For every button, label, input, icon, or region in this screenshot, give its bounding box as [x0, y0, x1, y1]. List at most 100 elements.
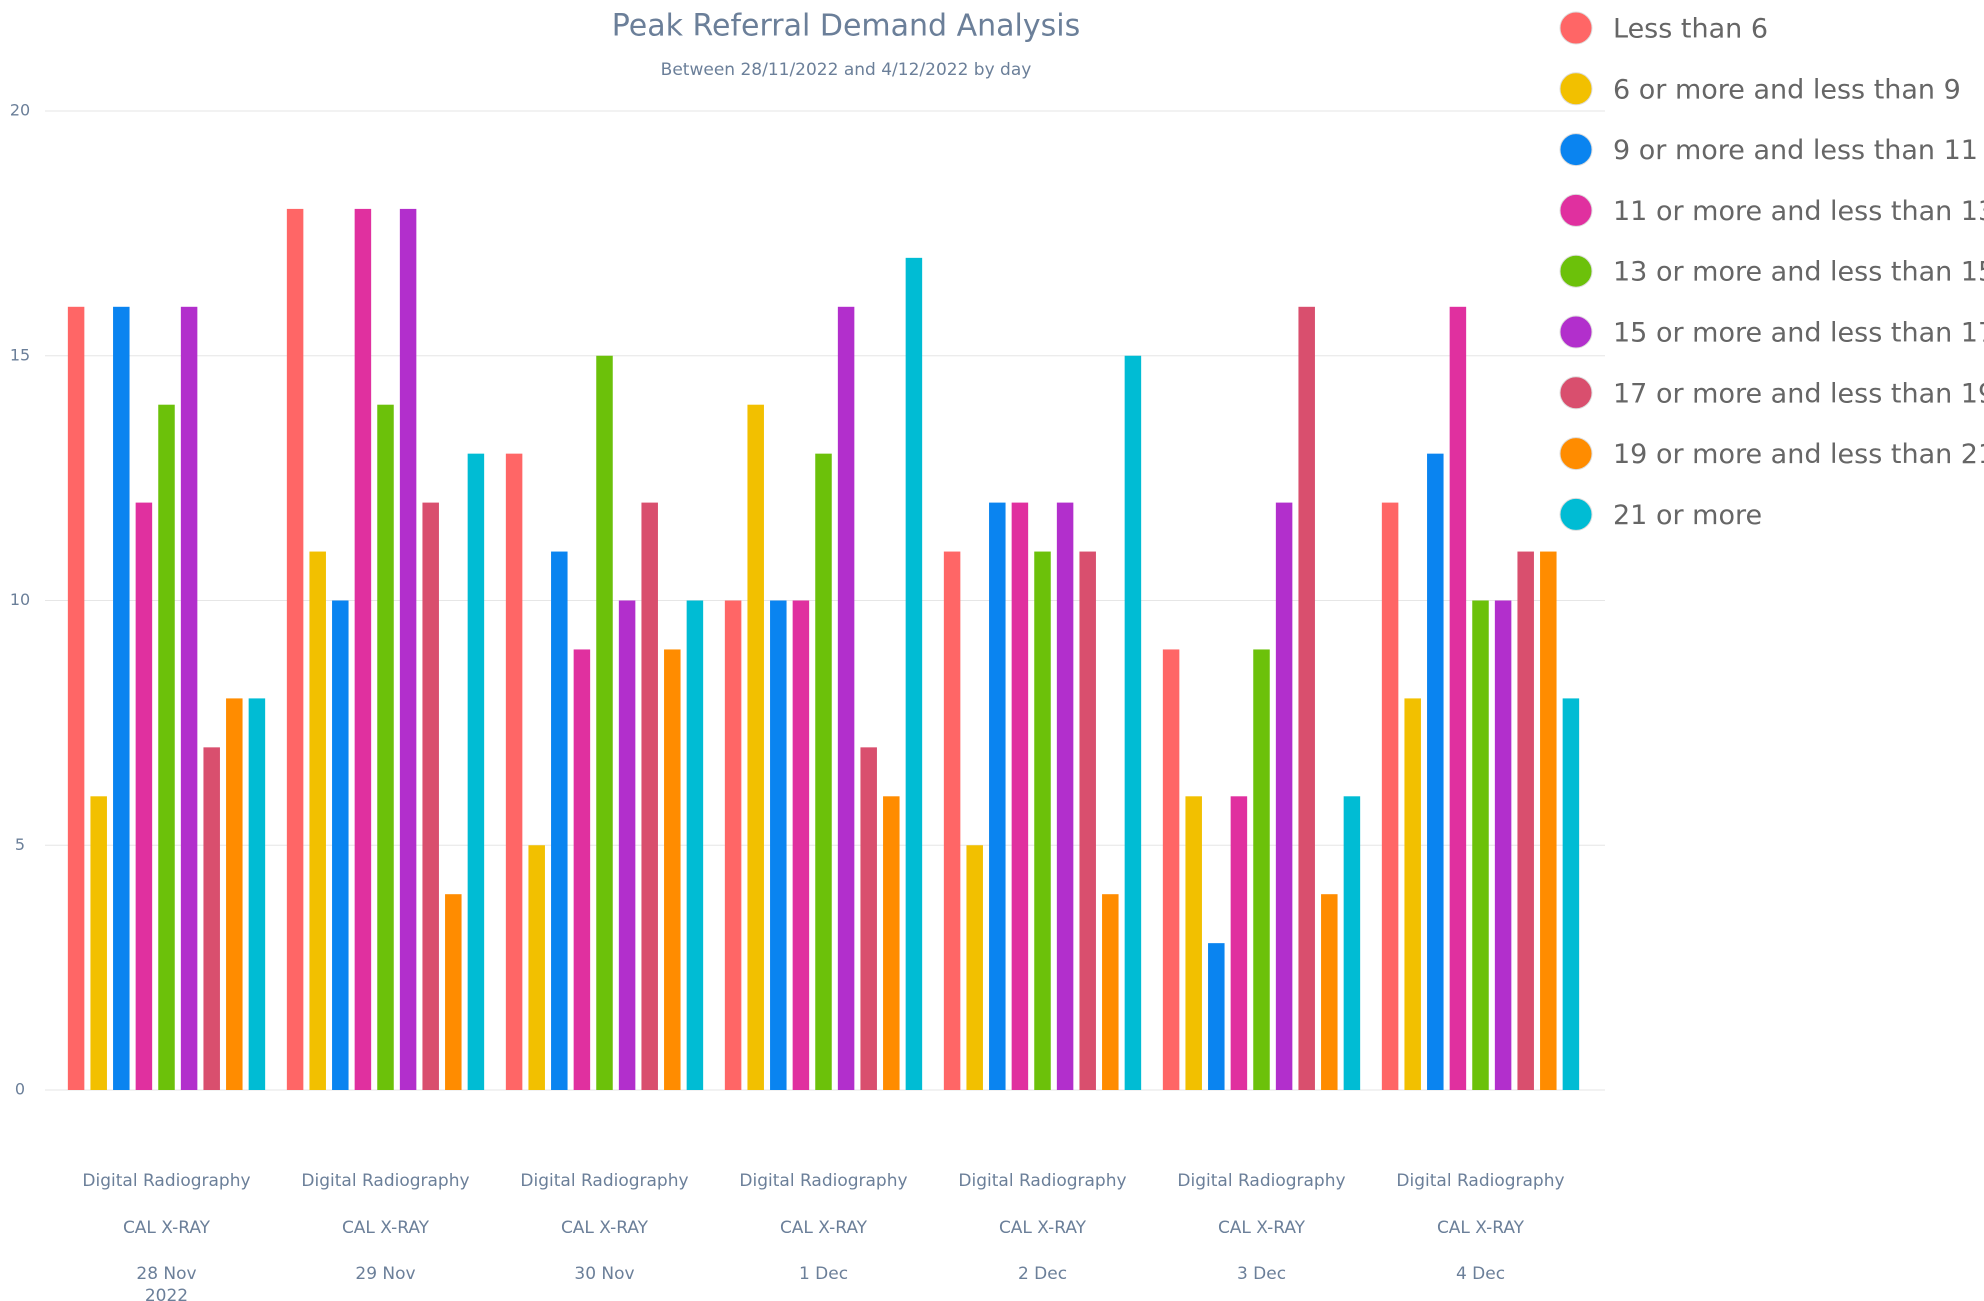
bar — [1540, 551, 1557, 1090]
bar — [686, 600, 704, 1090]
bar — [1079, 551, 1096, 1090]
legend-marker — [1559, 72, 1593, 106]
x-subgroup-label: CAL X-RAY — [561, 1218, 649, 1238]
bar — [1253, 649, 1270, 1090]
bar — [770, 600, 787, 1090]
bar — [377, 404, 394, 1090]
bar — [664, 649, 681, 1090]
x-group-label: Digital Radiography — [1177, 1171, 1345, 1191]
bar — [467, 453, 485, 1090]
x-subgroup-label: CAL X-RAY — [1437, 1218, 1525, 1238]
y-tick-label: 0 — [15, 1080, 25, 1099]
bar — [1230, 796, 1248, 1090]
bar — [1517, 551, 1534, 1090]
legend-label: 21 or more — [1613, 500, 1762, 531]
legend-label: 11 or more and less than 13 — [1613, 196, 1984, 227]
x-year-label: 2022 — [145, 1286, 188, 1301]
bar — [180, 306, 198, 1090]
bar — [332, 600, 349, 1090]
bar — [792, 600, 810, 1090]
bar — [203, 747, 220, 1090]
x-subgroup-label: CAL X-RAY — [1218, 1218, 1306, 1238]
x-group-label: Digital Radiography — [1396, 1171, 1564, 1191]
y-tick-label: 15 — [10, 345, 30, 364]
bar — [573, 649, 591, 1090]
bar — [309, 551, 326, 1090]
x-subgroup-label: CAL X-RAY — [999, 1218, 1087, 1238]
x-group-label: Digital Radiography — [82, 1171, 250, 1191]
x-tick-label: 2 Dec — [1018, 1264, 1067, 1284]
bar — [815, 453, 832, 1090]
x-group-label: Digital Radiography — [520, 1171, 688, 1191]
bar — [90, 796, 107, 1090]
x-group-label: Digital Radiography — [739, 1171, 907, 1191]
bar — [1427, 453, 1444, 1090]
legend-label: 13 or more and less than 15 — [1613, 257, 1984, 288]
legend-marker — [1559, 254, 1593, 288]
bar — [1321, 894, 1338, 1090]
legend-label: 6 or more and less than 9 — [1613, 74, 1961, 105]
x-group-label: Digital Radiography — [958, 1171, 1126, 1191]
bar — [943, 551, 961, 1090]
x-tick-label: 3 Dec — [1237, 1264, 1286, 1284]
bar — [1494, 600, 1512, 1090]
bar — [158, 404, 175, 1090]
legend-label: Less than 6 — [1613, 14, 1768, 45]
bar — [1381, 502, 1399, 1091]
legend-marker — [1559, 315, 1593, 349]
bar — [1449, 306, 1467, 1090]
legend-label: 19 or more and less than 21 — [1613, 439, 1984, 470]
bar — [1562, 698, 1580, 1090]
bar — [596, 355, 613, 1090]
bar — [135, 502, 153, 1091]
bar — [1102, 894, 1119, 1090]
bar — [551, 551, 568, 1090]
bar — [1472, 600, 1489, 1090]
legend-marker — [1559, 11, 1593, 45]
bar — [1343, 796, 1361, 1090]
x-tick-label: 28 Nov — [136, 1264, 196, 1284]
bar — [1056, 502, 1074, 1091]
legend-marker — [1559, 133, 1593, 167]
bar — [248, 698, 266, 1090]
x-subgroup-label: CAL X-RAY — [342, 1218, 430, 1238]
bar — [1162, 649, 1180, 1090]
legend-marker — [1559, 193, 1593, 227]
chart-title: Peak Referral Demand Analysis — [612, 9, 1081, 44]
chart-subtitle: Between 28/11/2022 and 4/12/2022 by day — [661, 60, 1032, 80]
legend-marker — [1559, 497, 1593, 531]
bar — [618, 600, 636, 1090]
bar — [67, 306, 85, 1090]
bar — [286, 208, 304, 1090]
x-group-label: Digital Radiography — [301, 1171, 469, 1191]
bar — [1034, 551, 1051, 1090]
bar — [354, 208, 372, 1090]
legend-label: 9 or more and less than 11 — [1613, 135, 1978, 166]
y-tick-label: 5 — [15, 835, 25, 854]
y-tick-label: 10 — [10, 590, 30, 609]
x-tick-label: 29 Nov — [355, 1264, 415, 1284]
bar — [883, 796, 900, 1090]
bar — [1208, 943, 1225, 1090]
x-tick-label: 30 Nov — [574, 1264, 634, 1284]
bar — [399, 208, 417, 1090]
bar — [1298, 306, 1315, 1090]
x-tick-label: 4 Dec — [1456, 1264, 1505, 1284]
bar — [905, 257, 923, 1091]
legend-marker — [1559, 376, 1593, 410]
legend-marker — [1559, 437, 1593, 471]
x-tick-label: 1 Dec — [799, 1264, 848, 1284]
bar — [1011, 502, 1029, 1091]
bar — [445, 894, 462, 1090]
bar — [422, 502, 439, 1091]
bar — [505, 453, 523, 1090]
bar — [1275, 502, 1293, 1091]
bar — [226, 698, 243, 1090]
bar — [1124, 355, 1142, 1090]
bar — [113, 306, 130, 1090]
bar — [747, 404, 764, 1090]
bar — [1404, 698, 1421, 1090]
bar — [641, 502, 658, 1091]
y-tick-label: 20 — [10, 101, 30, 120]
